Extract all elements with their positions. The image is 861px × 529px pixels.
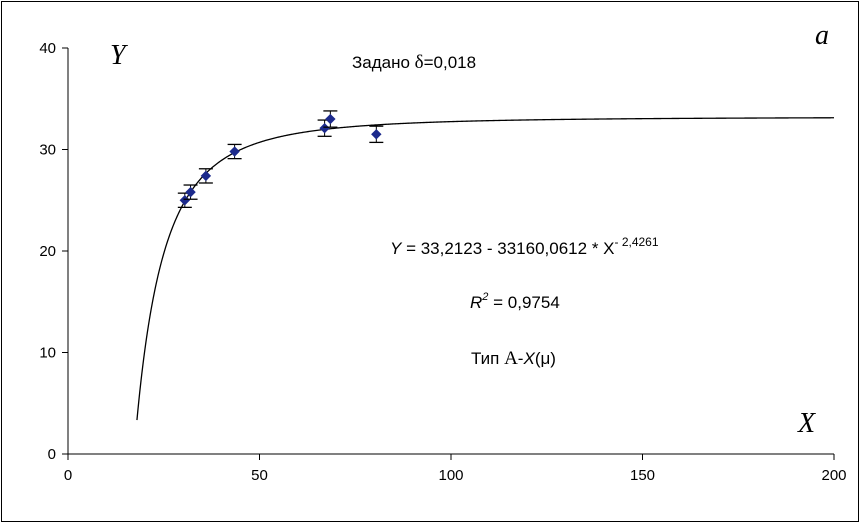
x-axis-label: X xyxy=(797,408,816,439)
y-tick-label: 30 xyxy=(39,142,56,159)
y-tick-label: 10 xyxy=(39,345,56,362)
x-tick-label: 50 xyxy=(251,467,268,484)
fit-curve xyxy=(136,117,834,421)
type-annotation: Тип A-X(μ) xyxy=(471,348,556,369)
r2-value: = 0,9754 xyxy=(488,293,559,312)
r2-sup: 2 xyxy=(481,291,488,303)
type-dash: - xyxy=(518,349,524,368)
eq-exponent: - 2,4261 xyxy=(615,235,659,249)
r2-r: R xyxy=(470,293,482,312)
x-tick-label: 0 xyxy=(64,467,72,484)
r-squared: R2 = 0,9754 xyxy=(470,291,560,312)
y-axis-label: Y xyxy=(110,40,129,71)
given-annotation: Задано δ=0,018 xyxy=(352,52,476,73)
fit-equation: Y = 33,2123 - 33160,0612 * X- 2,4261 xyxy=(390,235,659,258)
type-x: X xyxy=(522,349,535,368)
given-prefix: Задано xyxy=(352,53,415,72)
given-delta: δ xyxy=(415,52,424,73)
y-tick-label: 40 xyxy=(39,40,56,57)
data-point xyxy=(371,129,382,140)
x-tick-label: 200 xyxy=(821,467,846,484)
data-point xyxy=(325,113,336,125)
eq-y: Y xyxy=(390,239,403,258)
type-prefix: Тип xyxy=(471,349,504,368)
y-tick-label: 20 xyxy=(39,243,56,260)
x-tick-label: 100 xyxy=(438,467,463,484)
panel-label: a xyxy=(815,20,829,51)
eq-body: = 33,2123 - 33160,0612 * X xyxy=(401,239,614,258)
type-a: A xyxy=(504,348,518,369)
x-tick-label: 150 xyxy=(630,467,655,484)
data-point xyxy=(200,170,212,182)
y-tick-label: 0 xyxy=(48,446,56,463)
given-value: =0,018 xyxy=(424,53,476,72)
data-point xyxy=(229,146,240,157)
data-point xyxy=(185,186,196,198)
type-mu: (μ) xyxy=(535,349,556,368)
